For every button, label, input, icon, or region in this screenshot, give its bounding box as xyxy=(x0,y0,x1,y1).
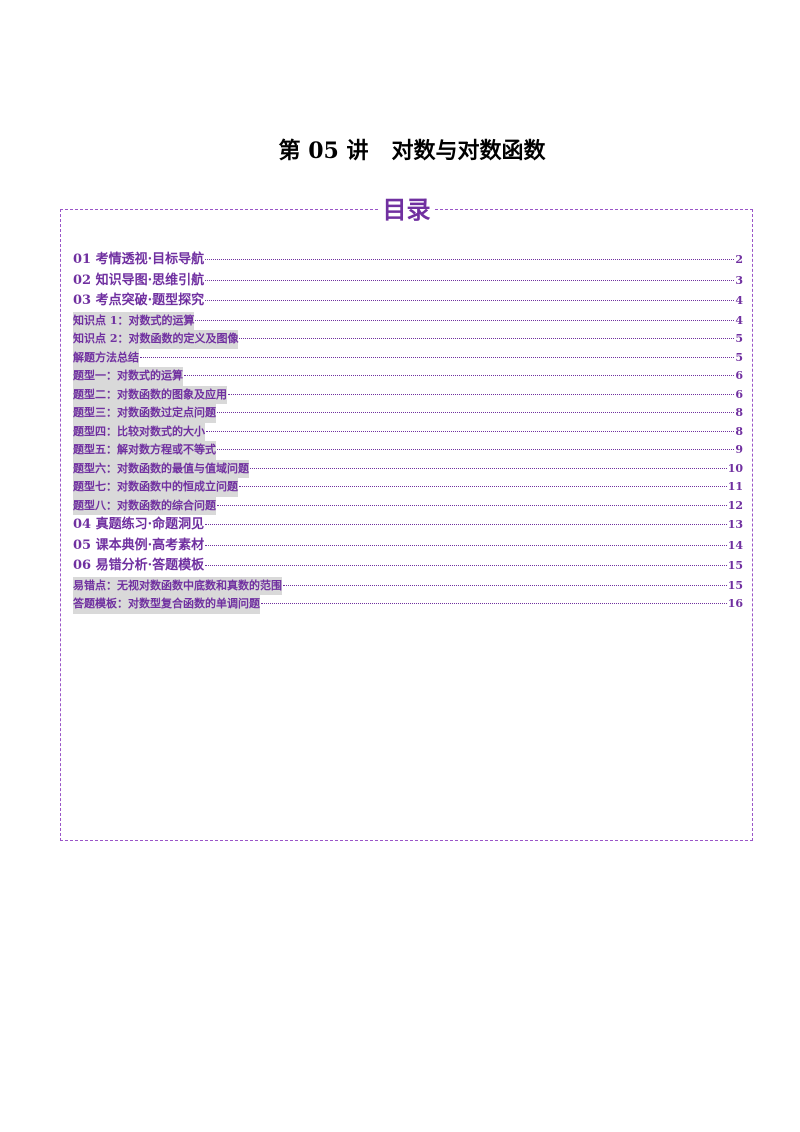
toc-dot-leader xyxy=(217,449,735,450)
toc-entry[interactable]: 题型六：对数函数的最值与值域问题 10 xyxy=(73,459,743,478)
toc-entry-label[interactable]: 03 考点突破·题型探究 xyxy=(73,293,205,308)
toc-dot-leader xyxy=(217,504,727,506)
toc-dot-leader xyxy=(205,259,735,260)
toc-entry[interactable]: 04 真题练习·命题洞见 13 xyxy=(73,515,743,536)
toc-entry[interactable]: 03 考点突破·题型探究 4 xyxy=(73,291,743,312)
toc-dot-leader xyxy=(239,338,735,339)
toc-dot-leader xyxy=(205,300,735,301)
toc-entry[interactable]: 题型七：对数函数中的恒成立问题 11 xyxy=(73,478,743,497)
toc-dot-leader xyxy=(205,544,727,546)
toc-dot-leader xyxy=(283,584,727,586)
toc-entry[interactable]: 题型一：对数式的运算 6 xyxy=(73,367,743,386)
toc-entry[interactable]: 题型三：对数函数过定点问题 8 xyxy=(73,404,743,423)
toc-entry-label[interactable]: 01 考情透视·目标导航 xyxy=(73,252,205,267)
toc-entry-label[interactable]: 易错点：无视对数函数中底数和真数的范围 xyxy=(73,576,282,595)
toc-entry-page-number[interactable]: 4 xyxy=(735,313,743,327)
toc-entry[interactable]: 06 易错分析·答题模板 15 xyxy=(73,556,743,577)
toc-entry[interactable]: 题型四：比较对数式的大小 8 xyxy=(73,422,743,441)
toc-dot-leader xyxy=(261,603,727,604)
toc-dot-leader xyxy=(228,393,735,395)
toc-entry[interactable]: 02 知识导图·思维引航 3 xyxy=(73,271,743,292)
toc-entry-page-number[interactable]: 9 xyxy=(735,443,743,456)
toc-entry-label[interactable]: 题型三：对数函数过定点问题 xyxy=(73,404,216,423)
toc-entry[interactable]: 答题模板：对数型复合函数的单调问题 16 xyxy=(73,595,743,614)
toc-dot-leader xyxy=(250,467,727,469)
toc-entry-page-number[interactable]: 15 xyxy=(727,559,743,572)
document-title: 第 05 讲 对数与对数函数 xyxy=(278,138,546,164)
toc-entry-label[interactable]: 题型七：对数函数中的恒成立问题 xyxy=(73,478,238,497)
toc-dot-leader xyxy=(195,319,735,321)
toc-entry-label[interactable]: 05 课本典例·高考素材 xyxy=(73,537,205,553)
toc-frame: 目录 01 考情透视·目标导航 2 02 知识导图·思维引航 3 03 考点突破·题型探… xyxy=(60,196,753,841)
toc-entry-page-number[interactable]: 13 xyxy=(727,518,743,531)
toc-entry-page-number[interactable]: 2 xyxy=(735,253,743,266)
toc-entry-page-number[interactable]: 15 xyxy=(727,578,743,592)
toc-entry-page-number[interactable]: 5 xyxy=(735,350,743,364)
toc-dot-leader xyxy=(205,524,727,525)
toc-entry-page-number[interactable]: 16 xyxy=(727,597,743,610)
toc-heading: 目录 xyxy=(378,196,435,224)
toc-entry-page-number[interactable]: 3 xyxy=(735,273,743,287)
toc-entry-label[interactable]: 06 易错分析·答题模板 xyxy=(73,558,205,573)
toc-entry-label[interactable]: 知识点 1：对数式的运算 xyxy=(73,311,195,330)
toc-entry-label[interactable]: 题型四：比较对数式的大小 xyxy=(73,422,205,441)
toc-entry[interactable]: 05 课本典例·高考素材 14 xyxy=(73,536,743,557)
toc-entry-label[interactable]: 题型二：对数函数的图象及应用 xyxy=(73,385,227,404)
toc-entry[interactable]: 知识点 2：对数函数的定义及图像 5 xyxy=(73,330,743,349)
toc-entry-page-number[interactable]: 6 xyxy=(735,369,743,382)
toc-entry-page-number[interactable]: 10 xyxy=(727,461,743,475)
toc-dot-leader xyxy=(239,486,727,487)
toc-dot-leader xyxy=(184,375,735,376)
toc-entry[interactable]: 易错点：无视对数函数中底数和真数的范围 15 xyxy=(73,576,743,595)
toc-dot-leader xyxy=(205,565,727,566)
toc-entry-label[interactable]: 题型八：对数函数的综合问题 xyxy=(73,496,216,515)
toc-entry-page-number[interactable]: 5 xyxy=(735,332,743,345)
toc-entry-page-number[interactable]: 8 xyxy=(735,424,743,438)
toc-entry[interactable]: 题型八：对数函数的综合问题 12 xyxy=(73,496,743,515)
toc-entry[interactable]: 解题方法总结 5 xyxy=(73,348,743,367)
toc-entry-page-number[interactable]: 8 xyxy=(735,406,743,419)
toc-dot-leader xyxy=(206,430,735,432)
toc-entry-page-number[interactable]: 14 xyxy=(727,538,743,552)
toc-dot-leader xyxy=(140,356,735,358)
toc-entry-label[interactable]: 解题方法总结 xyxy=(73,348,139,367)
toc-entry-label[interactable]: 04 真题练习·命题洞见 xyxy=(73,517,205,532)
toc-entry[interactable]: 题型五：解对数方程或不等式 9 xyxy=(73,441,743,460)
toc-entry-page-number[interactable]: 6 xyxy=(735,387,743,401)
toc-dot-leader xyxy=(217,412,735,413)
toc-entry-label[interactable]: 知识点 2：对数函数的定义及图像 xyxy=(73,330,239,349)
toc-entry-page-number[interactable]: 4 xyxy=(735,294,743,307)
toc-entry[interactable]: 01 考情透视·目标导航 2 xyxy=(73,250,743,271)
toc-entry-page-number[interactable]: 12 xyxy=(727,498,743,512)
toc-list: 01 考情透视·目标导航 2 02 知识导图·思维引航 3 03 考点突破·题型探究 4 知… xyxy=(73,250,743,614)
toc-entry-label[interactable]: 题型一：对数式的运算 xyxy=(73,367,183,386)
toc-entry-label[interactable]: 02 知识导图·思维引航 xyxy=(73,272,205,288)
toc-entry-label[interactable]: 题型五：解对数方程或不等式 xyxy=(73,441,216,460)
toc-dot-leader xyxy=(205,279,735,281)
toc-entry[interactable]: 题型二：对数函数的图象及应用 6 xyxy=(73,385,743,404)
toc-entry-page-number[interactable]: 11 xyxy=(727,480,743,493)
toc-entry-label[interactable]: 答题模板：对数型复合函数的单调问题 xyxy=(73,595,260,614)
toc-entry-label[interactable]: 题型六：对数函数的最值与值域问题 xyxy=(73,459,249,478)
toc-entry[interactable]: 知识点 1：对数式的运算 4 xyxy=(73,311,743,330)
